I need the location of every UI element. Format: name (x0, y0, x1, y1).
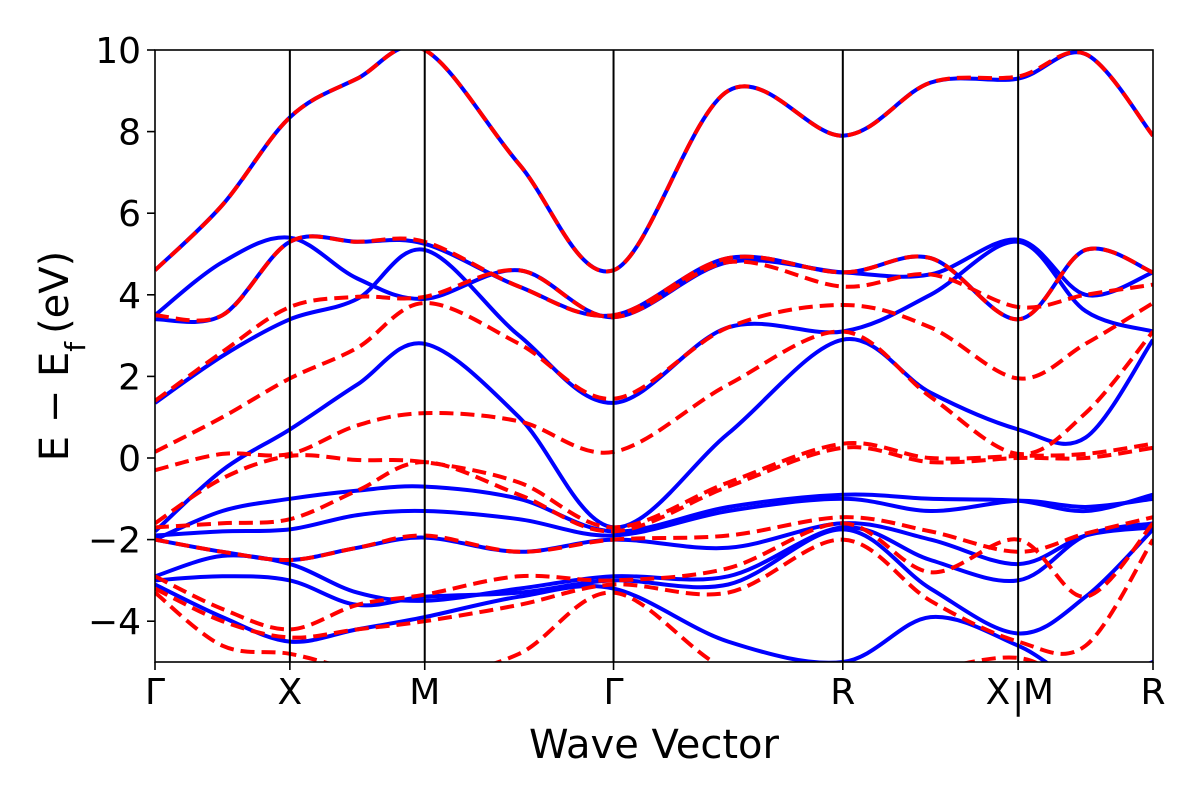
x-tick-label: Γ (145, 672, 165, 713)
y-tick-label: 4 (118, 276, 141, 317)
x-tick-label: R (830, 672, 855, 713)
x-tick-label: M (1023, 672, 1054, 713)
x-axis-label: Wave Vector (529, 722, 780, 768)
dashed-band-11 (155, 590, 1040, 662)
x-path-break-label: | (1012, 676, 1024, 717)
plot-frame (154, 49, 1154, 663)
y-tick-label: −2 (88, 521, 141, 562)
y-axis-label-subscript: f (59, 341, 92, 352)
y-tick-label: 8 (118, 113, 141, 154)
y-tick-label: −4 (88, 602, 141, 643)
y-tick-label: 2 (118, 357, 141, 398)
dashed-band-10 (155, 537, 1153, 656)
y-axis-label: E − Ef (eV) (32, 251, 92, 462)
x-tick-label: X (278, 672, 303, 713)
y-tick-label: 10 (95, 31, 141, 72)
y-axis-label-unit: (eV) (32, 251, 78, 334)
solid-band-3 (155, 235, 1153, 320)
kpoint-lines (288, 50, 1020, 662)
dashed-band-1 (155, 50, 1153, 274)
bands-layer (155, 50, 1153, 662)
dashed-band-5 (155, 329, 1153, 473)
dashed-band-7 (155, 445, 1153, 534)
y-tick-label: 6 (118, 194, 141, 235)
y-tick-label: 0 (118, 439, 141, 480)
x-tick-label: X (986, 672, 1011, 713)
y-axis-label-main: E − E (32, 352, 78, 462)
dashed-band-8 (155, 515, 1153, 563)
solid-band-2 (155, 234, 1153, 324)
solid-band-11 (155, 582, 1153, 662)
x-tick-label: Γ (604, 672, 624, 713)
x-axis-ticks: Γ X M Γ R X M R| (145, 662, 1166, 717)
x-tick-label: M (409, 672, 440, 713)
dashed-band-2 (155, 234, 1153, 323)
dashed-band-9 (155, 521, 1153, 632)
solid-band-7 (155, 496, 1153, 538)
dashed-band-4 (155, 300, 1153, 454)
solid-band-4 (155, 239, 1153, 405)
x-tick-label: R (1140, 672, 1165, 713)
y-axis-ticks: −4 −2 0 2 4 6 8 10 (88, 31, 155, 643)
